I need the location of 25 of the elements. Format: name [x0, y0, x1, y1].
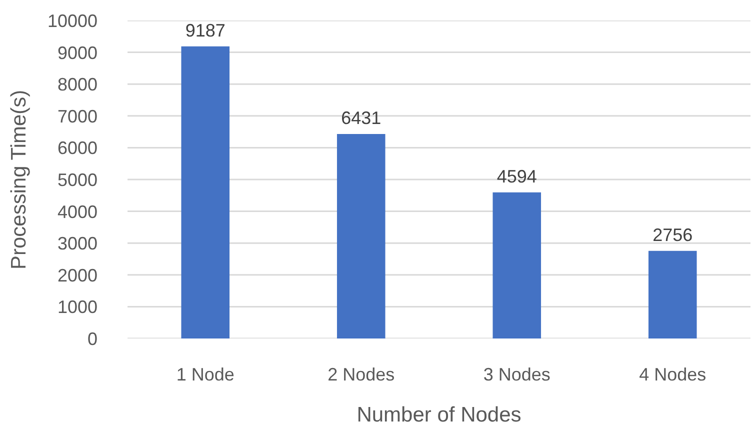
bar	[336, 134, 386, 338]
y-tick-label: 0	[87, 329, 98, 349]
y-tick-label: 2000	[57, 265, 98, 286]
x-tick-label: 3 Nodes	[483, 364, 550, 384]
data-label: 9187	[185, 20, 226, 40]
y-tick-label: 7000	[57, 106, 98, 126]
y-tick-label: 8000	[57, 74, 98, 95]
data-label: 2756	[652, 224, 693, 245]
data-label: 6431	[341, 108, 382, 128]
y-axis-title: Processing Time(s)	[7, 90, 30, 270]
bar	[181, 46, 230, 338]
y-tick-label: 1000	[57, 297, 98, 318]
y-tick-label: 4000	[57, 202, 98, 222]
x-tick-label: 4 Nodes	[639, 364, 706, 384]
bar	[648, 250, 697, 338]
x-axis-title: Number of Nodes	[356, 404, 522, 426]
y-tick-label: 6000	[57, 138, 98, 158]
data-label: 4594	[496, 166, 537, 186]
y-tick-label: 5000	[57, 170, 98, 190]
bar	[492, 192, 542, 338]
y-tick-label: 10000	[47, 11, 98, 31]
y-tick-label: 3000	[57, 234, 98, 254]
y-tick-label: 9000	[57, 42, 98, 63]
x-tick-label: 2 Nodes	[328, 364, 395, 384]
x-tick-label: 1 Node	[176, 364, 234, 384]
